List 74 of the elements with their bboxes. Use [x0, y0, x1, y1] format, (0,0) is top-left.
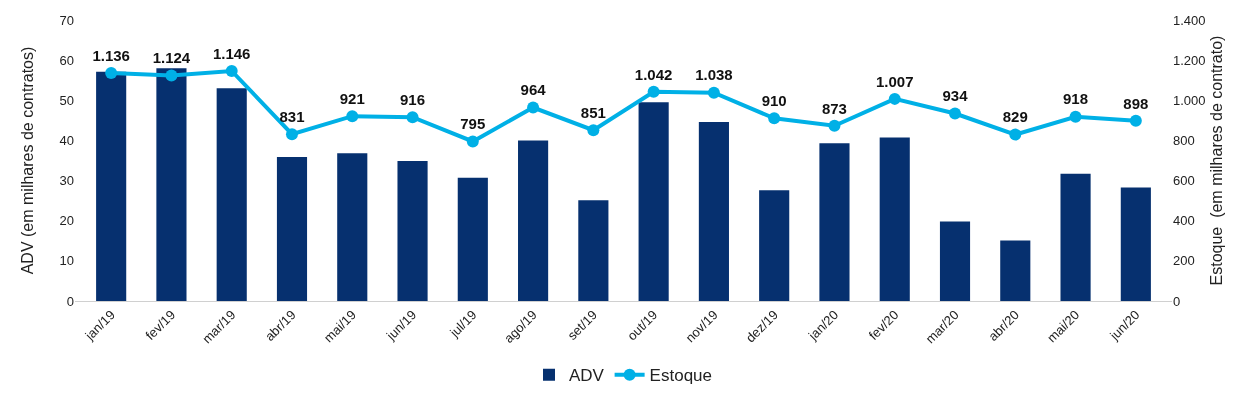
point — [466, 135, 479, 148]
y-tick-label: 30 — [59, 173, 74, 189]
data-label: 1.007 — [875, 72, 914, 90]
data-label: 795 — [460, 115, 486, 133]
data-label: 873 — [821, 99, 847, 117]
data-label: 1.124 — [152, 49, 191, 67]
y2-tick-label: 600 — [1173, 173, 1195, 189]
bar — [96, 71, 127, 301]
legend-label: Estoque — [649, 366, 713, 386]
point — [286, 128, 298, 141]
point — [165, 69, 178, 82]
point — [587, 124, 600, 137]
bar — [457, 177, 488, 301]
point — [346, 110, 359, 123]
point — [225, 64, 238, 77]
point — [105, 66, 118, 79]
data-label: 921 — [339, 89, 365, 107]
y2-tick-label: 800 — [1173, 132, 1195, 148]
point — [1069, 110, 1082, 123]
y-tick-label: 60 — [59, 52, 74, 68]
data-label: 1.146 — [212, 44, 251, 62]
bar — [397, 160, 428, 301]
data-label: 1.042 — [634, 65, 673, 83]
bar — [879, 137, 910, 301]
y2-tick-label: 400 — [1173, 213, 1195, 229]
bar — [337, 153, 368, 301]
y-tick-label: 10 — [59, 253, 74, 269]
data-label: 910 — [761, 92, 787, 110]
y-tick-label: 40 — [59, 132, 74, 148]
bar — [216, 88, 247, 301]
bar — [578, 200, 609, 301]
point — [1009, 128, 1022, 141]
bar — [1000, 240, 1031, 301]
bar — [1120, 187, 1151, 301]
data-label: 831 — [279, 107, 305, 125]
y-tick-label: 50 — [59, 92, 74, 108]
data-label: 1.038 — [695, 66, 733, 84]
y2-tick-label: 200 — [1173, 253, 1195, 269]
y2-tick-label: 0 — [1173, 293, 1181, 309]
y-tick-label: 20 — [59, 213, 74, 229]
bar — [698, 121, 729, 301]
y2-tick-label: 1.000 — [1173, 92, 1206, 108]
y2-tick-label: 1.200 — [1173, 52, 1206, 68]
data-label: 898 — [1123, 94, 1149, 112]
data-label: 916 — [400, 90, 426, 108]
data-label: 918 — [1063, 90, 1089, 108]
point — [406, 111, 419, 124]
bar — [638, 102, 669, 301]
y-axis-title: ADV (em milhares de contratos) — [19, 46, 36, 275]
data-label: 934 — [942, 87, 969, 105]
y2-tick-label: 1.400 — [1173, 12, 1206, 28]
point — [647, 85, 660, 98]
y2-axis-title: Estoque (em milhares de contrato) — [1208, 35, 1225, 286]
point — [707, 86, 720, 99]
bar — [156, 68, 187, 301]
bar — [819, 143, 850, 301]
y-tick-label: 70 — [59, 12, 74, 28]
point — [888, 92, 901, 105]
legend-label: ADV — [569, 366, 605, 386]
y-tick-label: 0 — [66, 293, 74, 309]
bar — [939, 221, 971, 301]
data-label: 829 — [1002, 108, 1028, 126]
point — [768, 112, 781, 125]
point — [527, 101, 540, 114]
point — [1129, 114, 1142, 127]
bar — [1060, 173, 1091, 301]
data-label: 1.136 — [92, 46, 130, 64]
bar — [276, 156, 308, 301]
data-label: 964 — [520, 81, 547, 99]
bar — [518, 140, 549, 301]
point — [949, 107, 962, 120]
bar — [759, 190, 790, 301]
data-label: 851 — [580, 103, 606, 121]
point — [828, 119, 841, 132]
